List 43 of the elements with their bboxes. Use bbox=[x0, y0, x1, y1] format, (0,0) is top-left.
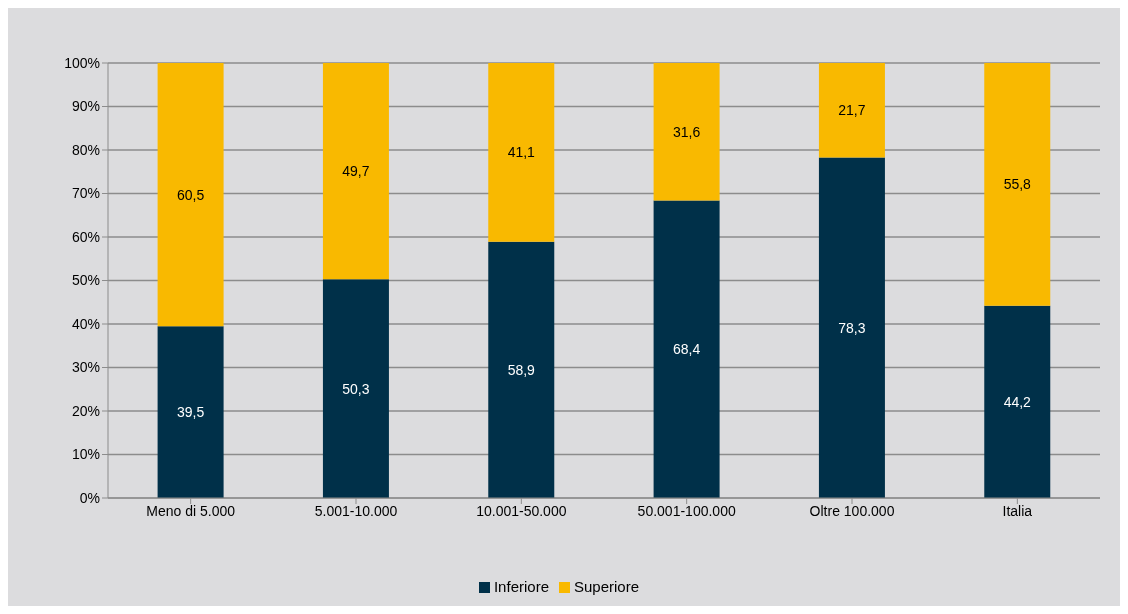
data-label: 50,3 bbox=[342, 380, 370, 397]
y-tick-label: 10% bbox=[71, 446, 100, 463]
y-tick-label: 20% bbox=[71, 402, 100, 419]
x-tick-label: 10.001-50.000 bbox=[476, 502, 567, 519]
data-label: 44,2 bbox=[1003, 393, 1032, 410]
x-tick-label: Italia bbox=[1002, 502, 1033, 519]
data-label: 31,6 bbox=[672, 123, 701, 140]
y-tick-label: 0% bbox=[79, 489, 100, 506]
bar bbox=[488, 241, 555, 498]
y-tick-label: 60% bbox=[71, 228, 100, 245]
y-tick-label: 100% bbox=[64, 54, 100, 71]
bar bbox=[157, 326, 224, 498]
data-label: 60,5 bbox=[176, 186, 205, 203]
bar bbox=[653, 200, 720, 498]
bar bbox=[818, 63, 885, 158]
data-label: 39,5 bbox=[176, 404, 205, 421]
y-tick-label: 50% bbox=[71, 272, 100, 289]
bar bbox=[984, 63, 1051, 306]
bar bbox=[488, 63, 555, 242]
legend-label: Inferiore bbox=[493, 578, 549, 595]
bar bbox=[322, 63, 389, 280]
bar bbox=[818, 157, 885, 498]
y-tick-label: 30% bbox=[71, 359, 100, 376]
data-label: 58,9 bbox=[507, 361, 536, 378]
x-tick-label: 5.001-10.000 bbox=[314, 502, 398, 519]
x-tick-label: 50.001-100.000 bbox=[637, 502, 736, 519]
y-tick-label: 40% bbox=[71, 315, 100, 332]
data-label: 41,1 bbox=[507, 144, 536, 161]
bar bbox=[984, 305, 1051, 498]
data-label: 68,4 bbox=[672, 341, 701, 358]
bar bbox=[157, 63, 224, 327]
y-tick-label: 80% bbox=[71, 141, 100, 158]
bar bbox=[653, 63, 720, 201]
y-tick-label: 90% bbox=[71, 98, 100, 115]
data-label: 78,3 bbox=[838, 319, 866, 336]
y-tick-label: 70% bbox=[71, 185, 100, 202]
legend-label: Superiore bbox=[573, 578, 640, 595]
x-tick-label: Meno di 5.000 bbox=[146, 502, 236, 519]
x-tick-label: Oltre 100.000 bbox=[809, 502, 895, 519]
data-label: 21,7 bbox=[838, 102, 866, 119]
bar bbox=[322, 279, 389, 498]
data-label: 49,7 bbox=[342, 163, 370, 180]
data-label: 55,8 bbox=[1003, 176, 1032, 193]
